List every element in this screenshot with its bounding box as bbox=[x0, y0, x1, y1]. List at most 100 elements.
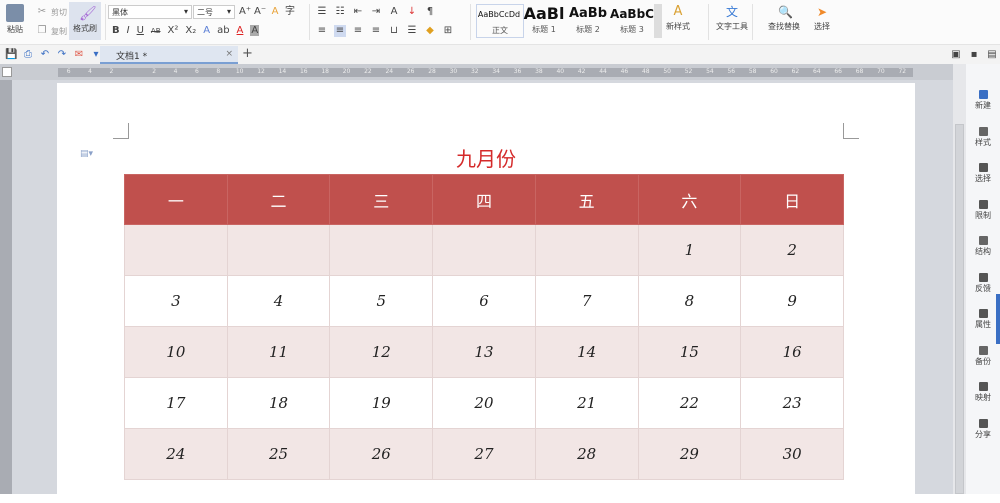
day-cell[interactable]: 2 bbox=[740, 224, 844, 276]
style-heading-1[interactable]: AaBl 标题 1 bbox=[523, 4, 565, 34]
day-cell[interactable]: 1 bbox=[637, 224, 742, 276]
day-cell[interactable]: 10 bbox=[124, 326, 228, 378]
day-cell[interactable]: 8 bbox=[637, 275, 742, 327]
tab-document-1[interactable]: 文档1 * × bbox=[100, 46, 238, 64]
strikethrough-button[interactable]: AB bbox=[150, 26, 161, 35]
day-cell[interactable]: 11 bbox=[226, 326, 331, 378]
sort-icon[interactable]: ↓ bbox=[407, 6, 417, 17]
new-tab-button[interactable]: + bbox=[242, 46, 253, 61]
style-heading-3[interactable]: AaBbC 标题 3 bbox=[610, 7, 654, 34]
char-shading-icon[interactable]: A bbox=[250, 25, 260, 36]
day-cell[interactable]: 18 bbox=[226, 377, 331, 429]
day-cell[interactable]: 25 bbox=[226, 428, 331, 480]
text-effect-icon[interactable]: A bbox=[203, 25, 211, 36]
vertical-scrollbar[interactable] bbox=[953, 64, 966, 494]
sidebar-item-1[interactable]: 样式 bbox=[966, 126, 1000, 148]
day-cell[interactable]: 12 bbox=[329, 326, 434, 378]
day-cell[interactable]: 6 bbox=[432, 275, 536, 327]
save-icon[interactable]: 💾 bbox=[5, 49, 18, 60]
paste-button[interactable]: 粘贴 bbox=[6, 4, 24, 35]
grow-font-icon[interactable]: A⁺ bbox=[239, 6, 252, 17]
undo-icon[interactable]: ↶ bbox=[40, 49, 50, 60]
borders-icon[interactable]: ⊞ bbox=[443, 25, 453, 36]
format-painter-button[interactable]: 🖌 格式刷 bbox=[69, 2, 101, 40]
day-cell[interactable]: 30 bbox=[740, 428, 844, 480]
day-cell[interactable]: 24 bbox=[124, 428, 228, 480]
close-tab-icon[interactable]: × bbox=[225, 49, 233, 59]
day-cell[interactable] bbox=[534, 224, 639, 276]
day-cell[interactable] bbox=[432, 224, 536, 276]
justify-icon[interactable]: ≡ bbox=[371, 25, 381, 36]
view-icon-1[interactable]: ▣ bbox=[951, 49, 961, 60]
day-cell[interactable]: 21 bbox=[534, 377, 639, 429]
day-cell[interactable]: 17 bbox=[124, 377, 228, 429]
day-cell[interactable]: 15 bbox=[637, 326, 742, 378]
subscript-button[interactable]: X₂ bbox=[185, 25, 197, 36]
day-cell[interactable]: 29 bbox=[637, 428, 742, 480]
day-cell[interactable]: 14 bbox=[534, 326, 639, 378]
day-cell[interactable] bbox=[124, 224, 228, 276]
bold-button[interactable]: B bbox=[112, 25, 120, 36]
sidebar-item-8[interactable]: 映射 bbox=[966, 382, 1000, 403]
highlight-icon[interactable]: ab bbox=[217, 25, 230, 36]
day-cell[interactable]: 26 bbox=[329, 428, 434, 480]
italic-button[interactable]: I bbox=[126, 25, 130, 36]
font-name-select[interactable]: 黑体 ▾ bbox=[108, 5, 192, 19]
day-cell[interactable]: 9 bbox=[740, 275, 844, 327]
calendar-table[interactable]: 一二三四五六日 1 2 3 4 5 6 7 8 9 10 11 12 13 14 15 16 17 18 19 20 2… bbox=[124, 174, 844, 480]
sidebar-item-5[interactable]: 反馈 bbox=[966, 272, 1000, 294]
print-icon[interactable]: ⎙ bbox=[24, 49, 32, 60]
text-direction-icon[interactable]: A bbox=[390, 6, 398, 17]
day-cell[interactable]: 19 bbox=[329, 377, 434, 429]
font-color-icon[interactable]: A bbox=[236, 25, 244, 36]
day-cell[interactable]: 5 bbox=[329, 275, 434, 327]
redo-icon[interactable]: ↷ bbox=[57, 49, 67, 60]
sidebar-item-2[interactable]: 选择 bbox=[966, 163, 1000, 184]
clear-format-icon[interactable]: A bbox=[271, 6, 279, 17]
more-dropdown-icon[interactable]: ▾ bbox=[93, 49, 99, 60]
view-icon-3[interactable]: ▤ bbox=[987, 49, 997, 60]
copy-button[interactable]: ❐ 复制 bbox=[37, 25, 67, 36]
align-right-icon[interactable]: ≡ bbox=[353, 25, 363, 36]
align-center-icon[interactable]: ≡ bbox=[334, 25, 346, 37]
distribute-icon[interactable]: ⊔ bbox=[390, 25, 398, 36]
document-page[interactable]: ▤▾ 九月份 一二三四五六日 1 2 3 4 5 6 7 8 9 10 11 12 13 14 15 16 17… bbox=[57, 83, 915, 503]
paragraph-handle-icon[interactable]: ▤▾ bbox=[80, 149, 94, 159]
day-cell[interactable]: 20 bbox=[432, 377, 536, 429]
tab-selector[interactable] bbox=[2, 67, 12, 77]
cut-button[interactable]: ✂ 剪切 bbox=[37, 6, 67, 17]
style-heading-2[interactable]: AaBb 标题 2 bbox=[568, 6, 608, 34]
text-tools-button[interactable]: 文文字工具 bbox=[716, 5, 748, 31]
show-marks-icon[interactable]: ¶ bbox=[426, 6, 434, 17]
underline-button[interactable]: U bbox=[136, 25, 144, 36]
view-icon-2[interactable]: ▪ bbox=[970, 49, 978, 60]
new-style-button[interactable]: A 新样式 bbox=[666, 4, 690, 31]
sidebar-item-3[interactable]: 限制 bbox=[966, 199, 1000, 221]
numbering-icon[interactable]: ☷ bbox=[335, 6, 345, 17]
day-cell[interactable]: 7 bbox=[534, 275, 639, 327]
styles-scroll[interactable] bbox=[654, 4, 662, 38]
sidebar-item-6[interactable]: 属性 bbox=[966, 309, 1000, 330]
phonetic-icon[interactable]: 字 bbox=[285, 6, 295, 17]
day-cell[interactable]: 4 bbox=[226, 275, 331, 327]
day-cell[interactable]: 16 bbox=[740, 326, 844, 378]
day-cell[interactable] bbox=[226, 224, 331, 276]
day-cell[interactable]: 23 bbox=[740, 377, 844, 429]
sidebar-item-7[interactable]: 备份 bbox=[966, 345, 1000, 367]
line-spacing-icon[interactable]: ☰ bbox=[407, 25, 417, 36]
style-normal[interactable]: AaBbCcDd 正文 bbox=[476, 4, 524, 38]
shading-icon[interactable]: ◆ bbox=[426, 25, 434, 36]
day-cell[interactable]: 27 bbox=[432, 428, 536, 480]
day-cell[interactable]: 22 bbox=[637, 377, 742, 429]
increase-indent-icon[interactable]: ⇥ bbox=[371, 6, 381, 17]
scrollbar-thumb[interactable] bbox=[955, 124, 964, 494]
shrink-font-icon[interactable]: A⁻ bbox=[254, 6, 267, 17]
sidebar-item-0[interactable]: 新建 bbox=[966, 90, 1000, 111]
bullets-icon[interactable]: ☰ bbox=[317, 6, 327, 17]
sidebar-item-9[interactable]: 分享 bbox=[966, 418, 1000, 440]
day-cell[interactable]: 13 bbox=[432, 326, 536, 378]
superscript-button[interactable]: X² bbox=[167, 25, 179, 36]
select-button[interactable]: ➤ 选择 bbox=[814, 5, 830, 31]
font-size-select[interactable]: 二号 ▾ bbox=[193, 5, 235, 19]
day-cell[interactable]: 3 bbox=[124, 275, 228, 327]
